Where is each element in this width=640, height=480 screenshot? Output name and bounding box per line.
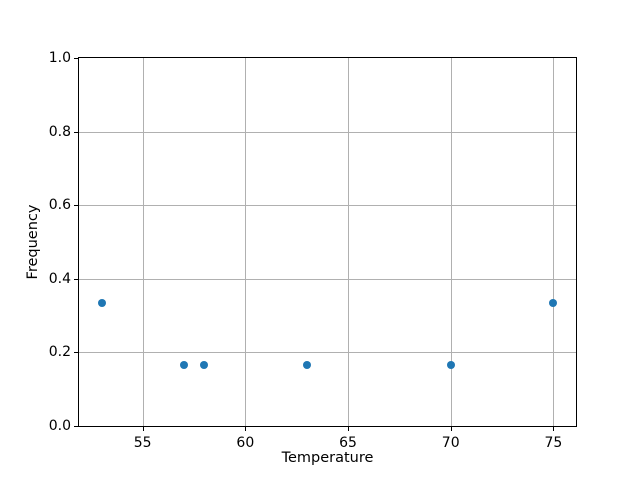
x-axis-label: Temperature [281, 450, 374, 466]
y-tick-label: 0.8 [48, 123, 71, 140]
y-tick-mark [74, 352, 78, 353]
x-tick-mark [553, 427, 554, 431]
x-gridline [245, 58, 246, 426]
x-tick-label: 55 [133, 435, 152, 451]
x-tick-label: 70 [441, 435, 460, 451]
data-point [200, 360, 209, 369]
x-tick-label: 65 [339, 435, 357, 451]
x-tick-label: 75 [544, 435, 563, 451]
x-tick-mark [348, 427, 349, 431]
data-point [179, 360, 188, 369]
y-tick-label: 0.4 [48, 270, 71, 287]
y-tick-mark [74, 58, 78, 59]
x-tick-mark [245, 427, 246, 431]
y-tick-mark [74, 132, 78, 133]
x-tick-mark [451, 427, 452, 431]
x-gridline [143, 58, 144, 426]
y-tick-label: 0.6 [48, 197, 71, 214]
y-tick-label: 0.0 [48, 418, 71, 434]
y-tick-mark [74, 279, 78, 280]
y-gridline [79, 352, 576, 353]
y-axis-label: Frequency [25, 204, 41, 280]
y-gridline [79, 132, 576, 133]
data-point [549, 299, 558, 308]
x-gridline [553, 58, 554, 426]
data-point [302, 360, 311, 369]
y-tick-label: 1.0 [48, 50, 71, 66]
data-point [446, 360, 455, 369]
x-tick-label: 60 [236, 435, 255, 451]
data-point [97, 299, 106, 308]
y-gridline [79, 279, 576, 280]
y-tick-mark [74, 426, 78, 427]
y-gridline [79, 205, 576, 206]
plot-area [78, 57, 577, 427]
y-tick-label: 0.2 [48, 344, 71, 361]
y-tick-mark [74, 205, 78, 206]
x-tick-mark [143, 427, 144, 431]
x-gridline [451, 58, 452, 426]
x-gridline [348, 58, 349, 426]
